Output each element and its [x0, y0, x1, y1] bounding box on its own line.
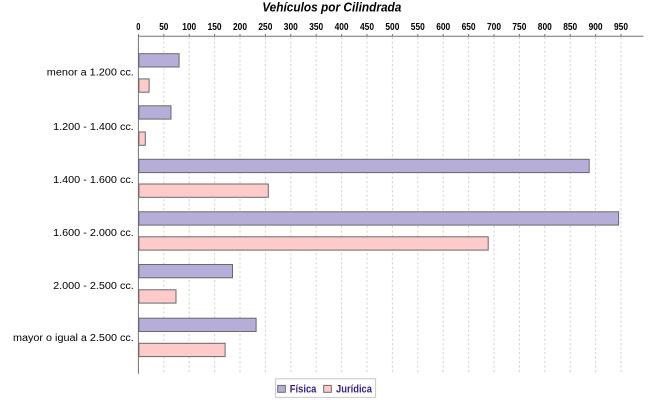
- svg-text:650: 650: [462, 22, 476, 33]
- svg-text:500: 500: [385, 22, 399, 33]
- svg-text:50: 50: [159, 22, 169, 33]
- svg-text:2.000 - 2.500 cc.: 2.000 - 2.500 cc.: [53, 281, 134, 292]
- svg-text:200: 200: [233, 22, 247, 33]
- svg-text:1.200 - 1.400 cc.: 1.200 - 1.400 cc.: [53, 122, 134, 133]
- svg-text:150: 150: [208, 22, 222, 33]
- svg-text:900: 900: [589, 22, 603, 33]
- svg-text:1.600 - 2.000 cc.: 1.600 - 2.000 cc.: [53, 228, 134, 239]
- svg-text:menor a 1.200 cc.: menor a 1.200 cc.: [47, 68, 134, 79]
- svg-text:0: 0: [136, 22, 141, 33]
- svg-text:Vehículos por Cilindrada: Vehículos por Cilindrada: [262, 0, 401, 15]
- svg-text:100: 100: [182, 22, 196, 33]
- svg-text:Jurídica: Jurídica: [336, 384, 373, 396]
- svg-text:750: 750: [512, 22, 526, 33]
- svg-text:mayor o igual a 2.500 cc.: mayor o igual a 2.500 cc.: [13, 333, 134, 344]
- svg-text:1.400 - 1.600 cc.: 1.400 - 1.600 cc.: [53, 175, 134, 186]
- svg-text:800: 800: [538, 22, 552, 33]
- svg-text:600: 600: [436, 22, 450, 33]
- svg-text:950: 950: [614, 22, 628, 33]
- svg-text:Física: Física: [290, 384, 317, 396]
- svg-text:350: 350: [309, 22, 323, 33]
- svg-text:400: 400: [335, 22, 349, 33]
- svg-text:700: 700: [487, 22, 501, 33]
- svg-text:850: 850: [563, 22, 577, 33]
- svg-text:300: 300: [284, 22, 298, 33]
- svg-text:550: 550: [411, 22, 425, 33]
- svg-text:250: 250: [258, 22, 272, 33]
- svg-text:450: 450: [360, 22, 374, 33]
